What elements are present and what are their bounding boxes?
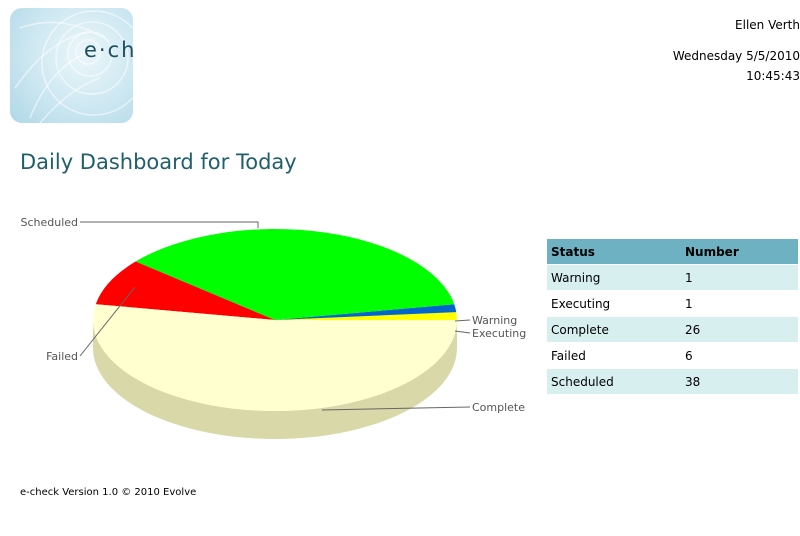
leader-line-complete <box>321 406 471 411</box>
number-cell: 38 <box>681 368 798 394</box>
pie-slice-scheduled <box>93 304 458 411</box>
table-header-row: Status Number <box>547 239 798 265</box>
logo-text: e·check <box>84 38 133 62</box>
leader-line-warning <box>454 319 471 322</box>
table-row: Scheduled 38 <box>547 368 798 394</box>
current-date: Wednesday 5/5/2010 <box>672 49 800 63</box>
current-time: 10:45:43 <box>746 69 800 83</box>
table-row: Complete 26 <box>547 316 798 343</box>
slice-label-failed: Failed <box>46 350 78 363</box>
slice-label-scheduled: Scheduled <box>20 216 78 229</box>
number-cell: 1 <box>681 264 798 291</box>
pie-slice-complete <box>135 228 455 320</box>
leader-line-scheduled <box>80 221 259 228</box>
pie-slice-warning <box>275 312 457 320</box>
column-header-number: Number <box>681 239 798 265</box>
pie-slice-executing <box>275 304 457 320</box>
table-row: Failed 6 <box>547 342 798 369</box>
slice-label-warning: Warning <box>472 314 517 327</box>
table-row: Warning 1 <box>547 264 798 291</box>
status-cell: Failed <box>547 342 681 369</box>
status-cell: Complete <box>547 316 681 343</box>
slice-label-executing: Executing <box>472 327 526 340</box>
number-cell: 1 <box>681 290 798 317</box>
table-row: Executing 1 <box>547 290 798 317</box>
status-cell: Warning <box>547 264 681 291</box>
user-name: Ellen Verth <box>735 18 800 32</box>
number-cell: 26 <box>681 316 798 343</box>
status-cell: Scheduled <box>547 368 681 394</box>
leader-line-executing <box>454 330 471 334</box>
status-cell: Executing <box>547 290 681 317</box>
status-table: Status Number Warning 1 Executing 1 Comp… <box>547 239 798 394</box>
e-check-logo: e·check <box>10 8 133 123</box>
page-title: Daily Dashboard for Today <box>20 150 297 174</box>
number-cell: 6 <box>681 342 798 369</box>
leader-line-failed <box>79 286 136 357</box>
slice-label-complete: Complete <box>472 401 525 414</box>
column-header-status: Status <box>547 239 681 265</box>
footer-version: e-check Version 1.0 © 2010 Evolve <box>20 487 197 498</box>
pie-slice-failed <box>95 261 276 320</box>
